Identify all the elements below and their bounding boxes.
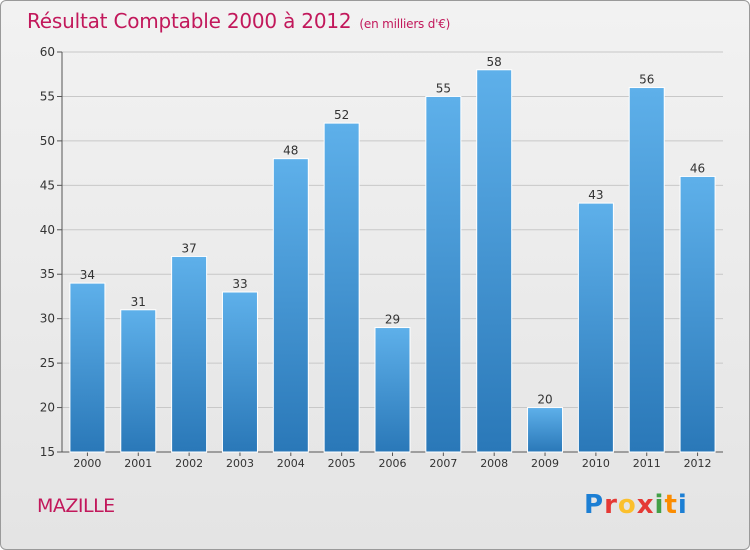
value-label-2005: 52 xyxy=(334,108,349,122)
value-label-2001: 31 xyxy=(131,295,146,309)
chart-title-text: Résultat Comptable 2000 à 2012 xyxy=(27,9,352,33)
y-tick-label: 60 xyxy=(40,45,55,59)
logo-letter: i xyxy=(677,490,688,520)
value-label-2006: 29 xyxy=(385,313,400,327)
x-tick-label-2006: 2006 xyxy=(379,457,407,470)
x-tick-label-2007: 2007 xyxy=(429,457,457,470)
value-label-2010: 43 xyxy=(588,188,603,202)
logo-letter: o xyxy=(617,490,637,520)
x-tick-label-2002: 2002 xyxy=(175,457,203,470)
value-label-2003: 33 xyxy=(232,277,247,291)
bar-2010 xyxy=(577,202,614,453)
logo-letter: r xyxy=(604,490,618,520)
chart-subtitle: (en milliers d'€) xyxy=(359,17,451,31)
x-tick-label-2012: 2012 xyxy=(684,457,712,470)
value-label-2000: 34 xyxy=(80,268,95,282)
bar-2005 xyxy=(323,122,360,453)
value-label-2002: 37 xyxy=(181,241,196,255)
x-tick-label-2010: 2010 xyxy=(582,457,610,470)
logo-letter: t xyxy=(664,490,678,520)
data-labels: 34 31 37 33 48 52 29 55 58 20 43 56 46 xyxy=(80,55,705,407)
bar-2007 xyxy=(425,95,462,453)
y-tick-label: 30 xyxy=(40,312,55,326)
axes: 15 20 25 30 35 40 45 50 55 60 2000 2001 2002 2003 2004… xyxy=(40,45,723,470)
value-label-2004: 48 xyxy=(283,144,298,158)
bar-2000 xyxy=(69,282,106,453)
bar-2009 xyxy=(527,407,564,453)
y-tick-label: 45 xyxy=(40,178,55,192)
bar-2011 xyxy=(628,87,665,453)
x-tick-label-2000: 2000 xyxy=(73,457,101,470)
proxiti-logo[interactable]: Proxiti xyxy=(584,490,688,520)
value-label-2009: 20 xyxy=(537,393,552,407)
bars xyxy=(69,69,716,453)
value-label-2011: 56 xyxy=(639,73,654,87)
y-tick-label: 55 xyxy=(40,89,55,103)
x-tick-label-2001: 2001 xyxy=(124,457,152,470)
y-tick-label: 40 xyxy=(40,223,55,237)
logo-letter: P xyxy=(584,490,605,520)
bar-2002 xyxy=(171,255,208,453)
value-label-2012: 46 xyxy=(690,161,705,175)
chart-title: Résultat Comptable 2000 à 2012 (en millie… xyxy=(27,9,450,33)
bar-2006 xyxy=(374,327,411,453)
y-tick-label: 20 xyxy=(40,401,55,415)
y-tick-label: 50 xyxy=(40,134,55,148)
x-tick-label-2005: 2005 xyxy=(328,457,356,470)
logo-letter: i xyxy=(654,490,665,520)
x-tick-label-2004: 2004 xyxy=(277,457,305,470)
y-tick-label: 15 xyxy=(40,445,55,459)
commune-name: MAZILLE xyxy=(37,495,115,517)
logo-letter: x xyxy=(636,490,655,520)
x-tick-label-2009: 2009 xyxy=(531,457,559,470)
bar-2008 xyxy=(476,69,513,453)
bar-2004 xyxy=(272,158,309,453)
x-tick-label-2008: 2008 xyxy=(480,457,508,470)
value-label-2008: 58 xyxy=(487,55,502,69)
x-tick-label-2011: 2011 xyxy=(633,457,661,470)
y-tick-label: 25 xyxy=(40,356,55,370)
y-tick-label: 35 xyxy=(40,267,55,281)
bar-2001 xyxy=(120,309,157,453)
value-label-2007: 55 xyxy=(436,81,451,95)
bar-2003 xyxy=(221,291,258,453)
bar-2012 xyxy=(679,175,716,453)
x-tick-label-2003: 2003 xyxy=(226,457,254,470)
